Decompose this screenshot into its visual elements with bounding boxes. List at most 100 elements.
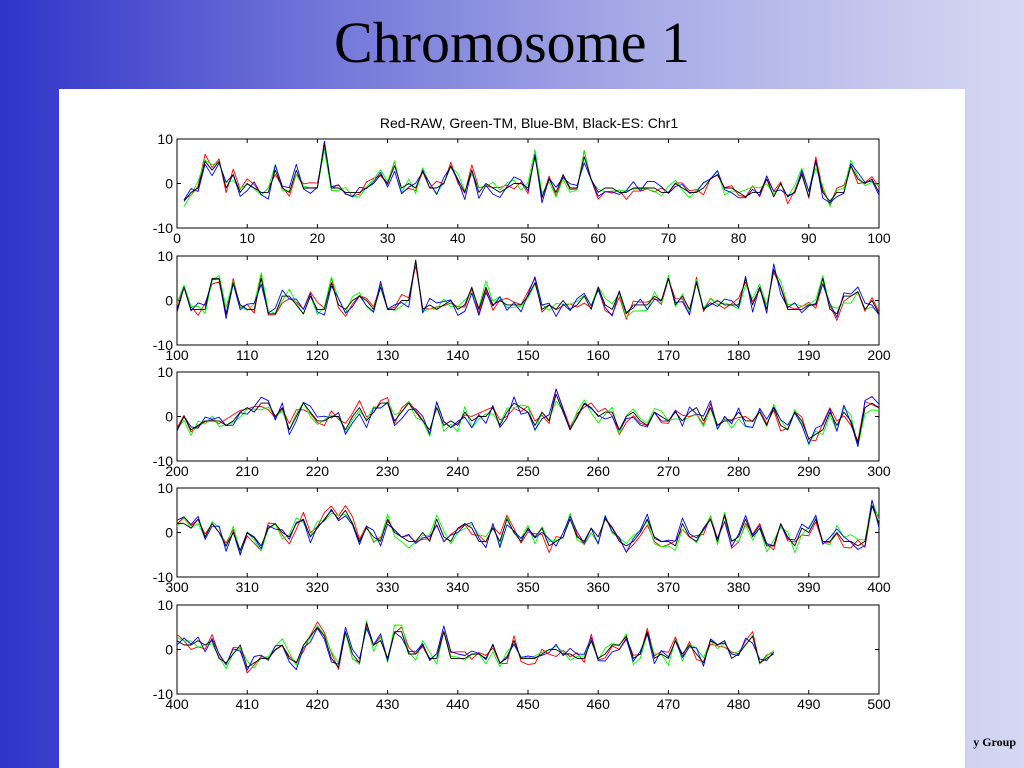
x-tick-label: 180: [727, 347, 751, 363]
x-tick-label: 170: [657, 347, 681, 363]
y-tick-label: -10: [153, 337, 173, 353]
chart-title: Red-RAW, Green-TM, Blue-BM, Black-ES: Ch…: [380, 115, 678, 131]
series-line-raw: [176, 621, 774, 674]
series-line-es: [176, 622, 774, 668]
y-tick-label: 0: [165, 642, 173, 658]
x-tick-label: 440: [446, 696, 470, 712]
x-tick-label: 380: [727, 579, 751, 595]
series-line-bm: [176, 388, 880, 447]
y-tick-label: -10: [153, 686, 173, 702]
x-tick-label: 350: [516, 579, 540, 595]
x-tick-label: 230: [376, 463, 400, 479]
subplot-4: 300 310 320 330 340 350 360 370 380 390 400 10 0 -10: [153, 480, 891, 595]
footer-text: y Group: [973, 735, 1016, 749]
x-tick-label: 80: [731, 230, 747, 246]
series-line-tm: [176, 499, 880, 554]
x-tick-label: 340: [446, 579, 470, 595]
x-tick-label: 240: [446, 463, 470, 479]
x-tick-label: 70: [661, 230, 677, 246]
series-line-es: [183, 143, 880, 202]
x-tick-label: 430: [376, 696, 400, 712]
line-chart: Red-RAW, Green-TM, Blue-BM, Black-ES: Ch…: [153, 115, 891, 712]
x-tick-label: 140: [446, 347, 470, 363]
x-tick-label: 210: [236, 463, 260, 479]
y-tick-label: 10: [157, 597, 173, 613]
series-line-tm: [176, 620, 774, 670]
x-tick-label: 470: [657, 696, 681, 712]
y-tick-label: -10: [153, 569, 173, 585]
series-line-raw: [176, 265, 880, 321]
x-tick-label: 310: [236, 579, 260, 595]
x-tick-label: 420: [306, 696, 330, 712]
slide-title: Chromosome 1: [333, 10, 691, 75]
subplot-3: 200 210 220 230 240 250 260 270 280 290 300 10 0 -10: [153, 364, 891, 479]
x-tick-label: 400: [165, 696, 189, 712]
y-tick-label: -10: [153, 453, 173, 469]
x-tick-label: 500: [867, 696, 891, 712]
x-tick-label: 460: [587, 696, 611, 712]
x-tick-label: 490: [797, 696, 821, 712]
x-tick-label: 360: [587, 579, 611, 595]
x-tick-label: 220: [306, 463, 330, 479]
x-tick-label: 260: [587, 463, 611, 479]
x-tick-label: 390: [797, 579, 821, 595]
series-line-raw: [176, 388, 880, 442]
x-tick-label: 410: [236, 696, 260, 712]
x-tick-label: 320: [306, 579, 330, 595]
x-tick-label: 110: [236, 347, 259, 363]
x-tick-label: 20: [310, 230, 326, 246]
x-tick-label: 450: [516, 696, 540, 712]
axis-frame: [176, 138, 880, 229]
x-tick-label: 150: [516, 347, 540, 363]
y-tick-label: 10: [157, 480, 173, 496]
y-tick-label: 10: [157, 364, 173, 380]
x-tick-label: 60: [590, 230, 606, 246]
y-tick-label: 0: [165, 293, 173, 309]
x-tick-label: 200: [165, 463, 189, 479]
x-tick-label: 280: [727, 463, 751, 479]
subplot-5: 400 410 420 430 440 450 460 470 480 490 500 10 0 -10: [153, 597, 891, 712]
x-tick-label: 300: [165, 579, 189, 595]
x-tick-label: 480: [727, 696, 751, 712]
y-tick-label: 10: [157, 248, 173, 264]
x-tick-label: 10: [239, 230, 255, 246]
x-tick-label: 160: [587, 347, 611, 363]
x-tick-label: 50: [520, 230, 536, 246]
series-line-raw: [183, 148, 880, 205]
x-tick-label: 0: [173, 230, 181, 246]
x-tick-label: 270: [657, 463, 681, 479]
axis-frame: [176, 604, 880, 695]
series-line-es: [176, 393, 880, 444]
x-tick-label: 200: [867, 347, 891, 363]
x-tick-label: 100: [165, 347, 189, 363]
x-tick-label: 290: [797, 463, 821, 479]
series-line-raw: [176, 505, 880, 554]
series-line-bm: [176, 499, 880, 556]
series-line-es: [176, 259, 880, 315]
x-tick-label: 300: [867, 463, 891, 479]
x-tick-label: 40: [450, 230, 466, 246]
x-tick-label: 130: [376, 347, 400, 363]
series-line-tm: [183, 149, 880, 208]
x-tick-label: 250: [516, 463, 540, 479]
y-tick-label: 0: [165, 409, 173, 425]
y-tick-label: 0: [165, 525, 173, 541]
axis-frame: [176, 371, 880, 462]
y-tick-label: 10: [157, 131, 173, 147]
x-tick-label: 100: [867, 230, 891, 246]
x-tick-label: 30: [380, 230, 396, 246]
x-tick-label: 400: [867, 579, 891, 595]
x-tick-label: 90: [801, 230, 817, 246]
x-tick-label: 190: [797, 347, 821, 363]
series-line-bm: [176, 625, 775, 671]
y-tick-label: -10: [153, 220, 173, 236]
series-line-tm: [176, 260, 880, 319]
chart-panel: Red-RAW, Green-TM, Blue-BM, Black-ES: Ch…: [59, 89, 965, 768]
y-tick-label: 0: [165, 176, 173, 192]
x-tick-label: 330: [376, 579, 400, 595]
series-line-es: [177, 505, 880, 551]
x-tick-label: 120: [306, 347, 330, 363]
